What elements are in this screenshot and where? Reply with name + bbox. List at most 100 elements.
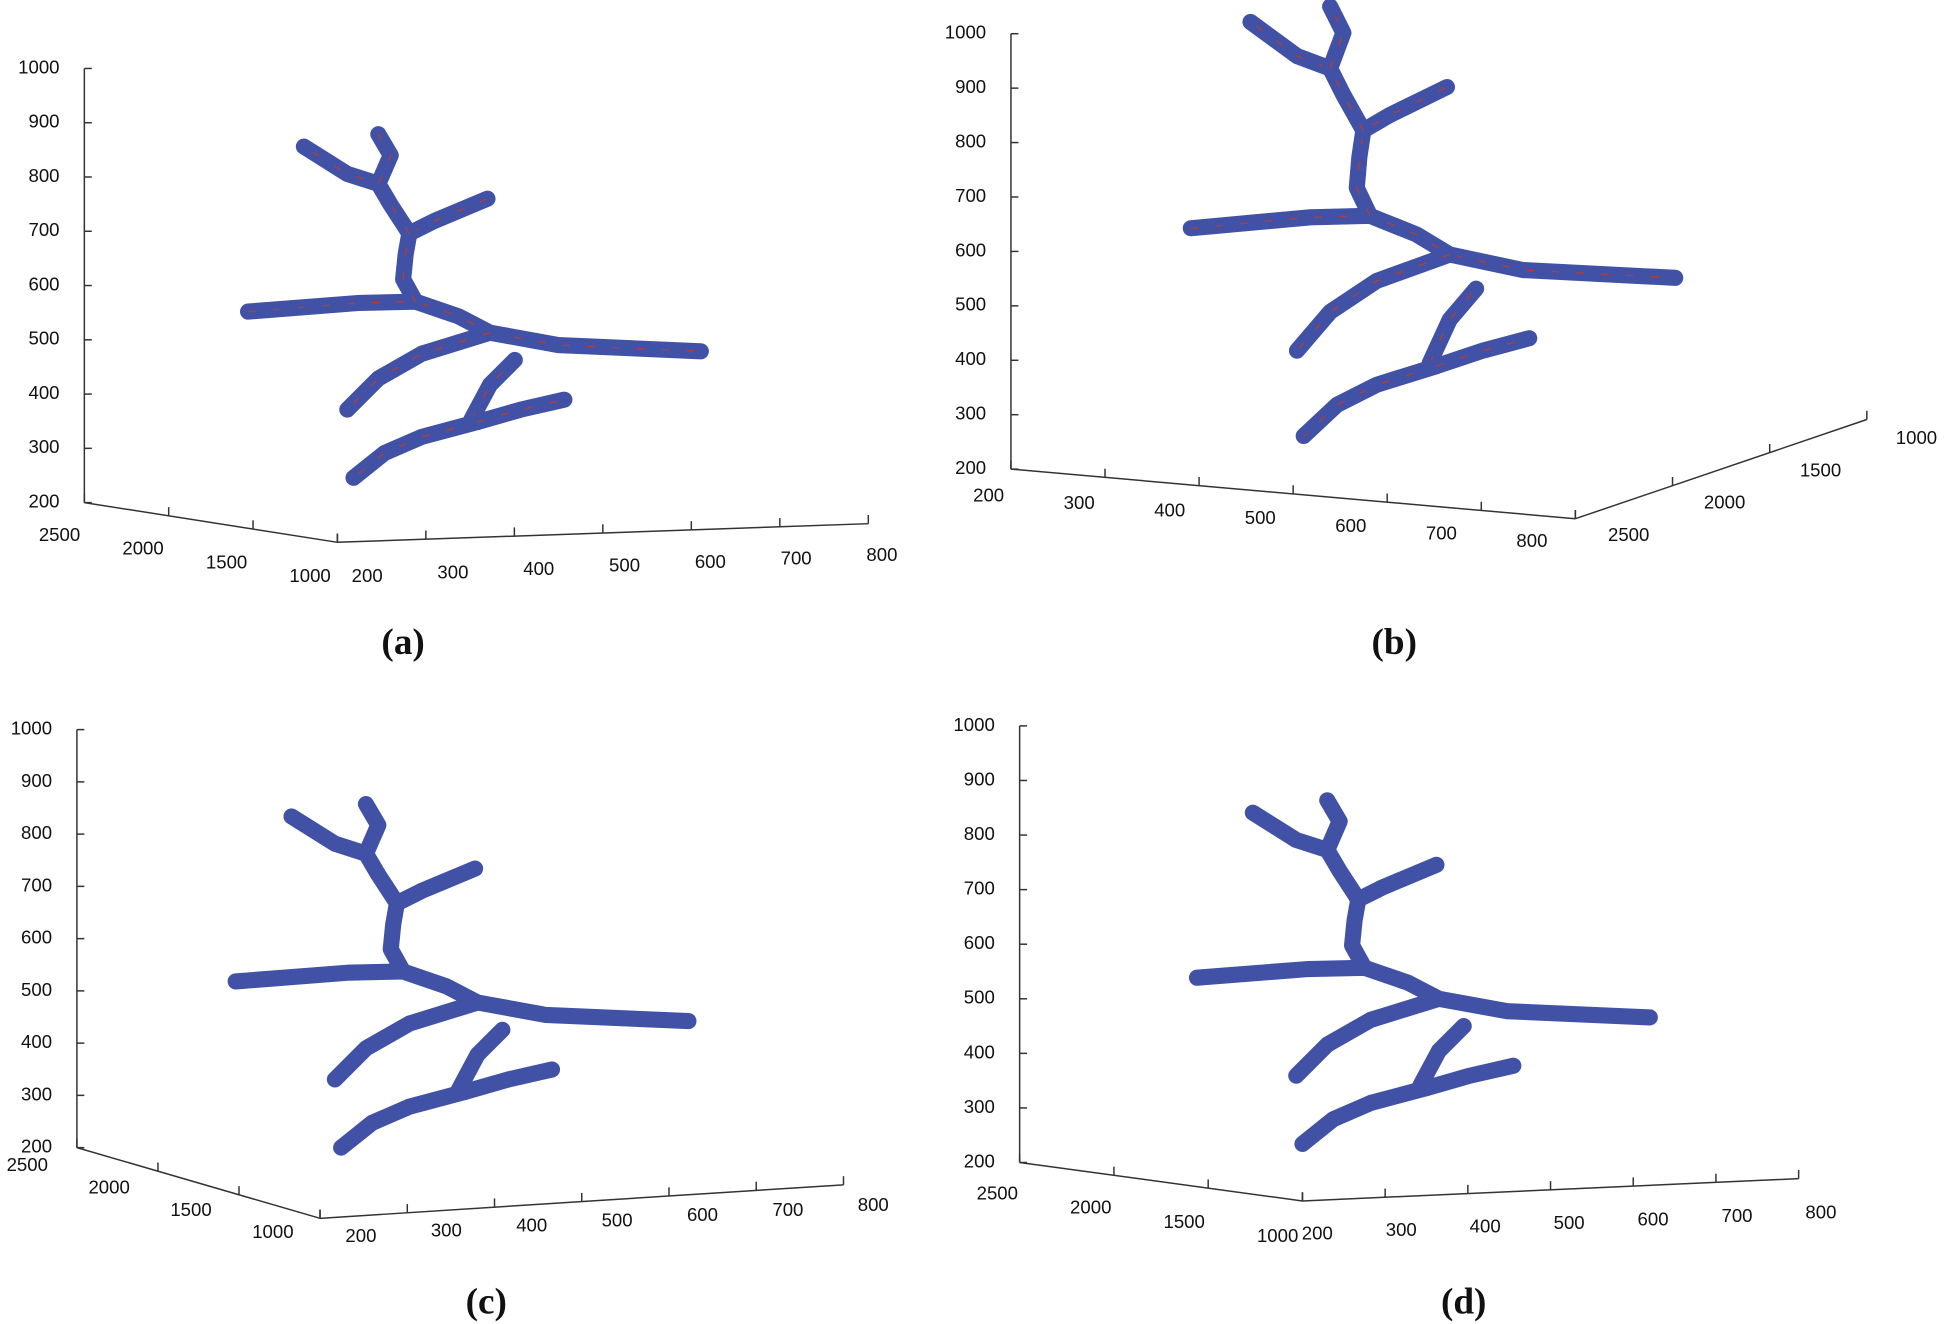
y-tick-label: 2500: [1608, 524, 1649, 545]
x-tick-label: 400: [1470, 1215, 1501, 1236]
y-axis: [76, 1146, 321, 1220]
vessel-centerline: [1190, 215, 1676, 279]
x-tick-label: 800: [858, 1194, 889, 1215]
vessel-branch: [457, 1061, 561, 1100]
z-tick-label: 400: [21, 1031, 52, 1052]
y-tick-label: 1000: [252, 1221, 293, 1242]
vessel-branch: [333, 1083, 474, 1156]
z-tick-label: 1000: [953, 714, 994, 735]
z-tick-label: 200: [29, 491, 60, 512]
x-tick-label: 200: [973, 484, 1004, 505]
vessel-branch: [345, 413, 486, 486]
vessel-branch: [1295, 358, 1445, 445]
z-tick-label: 600: [955, 239, 986, 260]
z-tick-label: 400: [964, 1041, 995, 1062]
y-tick-label: 2500: [7, 1154, 48, 1175]
x-tick-label: 800: [866, 544, 897, 565]
z-tick-label: 300: [21, 1083, 52, 1104]
z-tick-label: 700: [955, 185, 986, 206]
y-tick-label: 2000: [1070, 1197, 1111, 1218]
z-tick-label: 900: [964, 768, 995, 789]
y-tick-label: 1500: [170, 1199, 211, 1220]
z-tick-label: 200: [955, 457, 986, 478]
vessel-centerline: [1296, 253, 1450, 352]
z-tick-label: 800: [29, 165, 60, 186]
z-tick-label: 600: [29, 273, 60, 294]
panel-caption: (d): [1441, 1282, 1486, 1323]
z-tick-label: 700: [964, 878, 995, 899]
vessel-centerline: [477, 399, 565, 423]
x-tick-label: 400: [523, 558, 554, 579]
vessel-branch: [1288, 246, 1458, 359]
y-tick-label: 1500: [206, 551, 247, 572]
z-tick-label: 800: [964, 823, 995, 844]
z-tick-label: 700: [21, 874, 52, 895]
vessel-branch: [1288, 990, 1447, 1084]
z-tick-label: 1000: [945, 22, 986, 43]
z-tick-label: 1000: [18, 56, 59, 77]
vessel-branch: [1428, 330, 1538, 375]
x-tick-label: 500: [602, 1209, 633, 1230]
z-tick-label: 700: [29, 219, 60, 240]
x-tick-label: 700: [781, 547, 812, 568]
x-tick-label: 800: [1516, 530, 1547, 551]
y-axis: [1019, 1161, 1303, 1202]
vessel-branch: [1319, 792, 1348, 858]
z-tick-label: 500: [29, 328, 60, 349]
z-tick-label: 400: [29, 382, 60, 403]
z-tick-label: 300: [955, 403, 986, 424]
vessel-branch: [1294, 1080, 1435, 1152]
z-tick-label: 800: [21, 822, 52, 843]
vessel-centerline: [1356, 86, 1448, 217]
z-tick-label: 400: [955, 348, 986, 369]
x-tick-label: 400: [1154, 500, 1185, 521]
vessel-branch: [1412, 1018, 1472, 1094]
x-tick-label: 500: [609, 554, 640, 575]
y-tick-label: 2500: [39, 524, 80, 545]
y-axis: [84, 501, 338, 544]
y-tick-label: 2000: [122, 538, 163, 559]
z-tick-label: 500: [964, 987, 995, 1008]
x-tick-label: 400: [516, 1215, 547, 1236]
vessel-branch: [450, 1021, 511, 1098]
vessel-branch: [240, 293, 709, 360]
x-tick-label: 300: [437, 561, 468, 582]
x-tick-label: 800: [1805, 1201, 1836, 1222]
vessel-branch: [326, 994, 486, 1088]
vessel-branch: [227, 963, 697, 1030]
x-tick-label: 700: [1722, 1205, 1753, 1226]
y-tick-label: 1500: [1164, 1211, 1205, 1232]
x-tick-label: 200: [352, 565, 383, 586]
x-tick-label: 600: [1335, 515, 1366, 536]
x-tick-label: 600: [695, 551, 726, 572]
vessel-branch: [357, 795, 387, 862]
vessel-centerline: [353, 421, 478, 479]
vessel-branch: [463, 351, 523, 428]
y-tick-label: 1000: [289, 565, 330, 586]
z-tick-label: 200: [21, 1136, 52, 1157]
vessel-branch: [1344, 856, 1445, 976]
panel-caption: (a): [381, 622, 424, 663]
y-tick-label: 1500: [1800, 459, 1841, 480]
vessel-branch: [382, 860, 484, 980]
z-tick-label: 600: [21, 927, 52, 948]
vessel-centerline: [1250, 21, 1364, 131]
y-tick-label: 2500: [977, 1183, 1018, 1204]
vessel-branch: [1322, 0, 1352, 77]
z-tick-label: 500: [955, 294, 986, 315]
z-tick-label: 900: [955, 76, 986, 97]
vessel-branch: [395, 190, 496, 310]
vessel-centerline: [1436, 337, 1530, 367]
x-tick-label: 300: [431, 1220, 462, 1241]
x-tick-label: 700: [772, 1199, 803, 1220]
z-tick-label: 900: [21, 770, 52, 791]
vessel-centerline: [1303, 365, 1437, 437]
x-tick-label: 600: [687, 1204, 718, 1225]
z-tick-label: 800: [955, 130, 986, 151]
y-tick-label: 1000: [1896, 427, 1937, 448]
z-tick-label: 500: [21, 979, 52, 1000]
x-tick-label: 600: [1638, 1208, 1669, 1229]
x-tick-label: 500: [1245, 507, 1276, 528]
